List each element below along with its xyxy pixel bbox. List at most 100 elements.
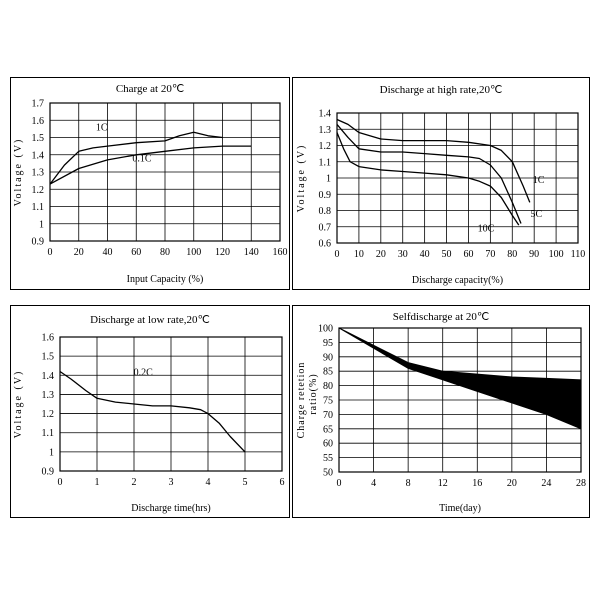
y-tick-label: 1.4 <box>42 371 55 382</box>
y-tick-label: 60 <box>323 439 333 450</box>
x-tick-label: 20 <box>376 249 386 260</box>
x-tick-label: 30 <box>398 249 408 260</box>
chart-title: Charge at 20℃ <box>116 83 184 95</box>
y-tick-label: 0.9 <box>42 467 55 478</box>
x-tick-label: 140 <box>244 247 259 258</box>
curve-label: 0.1C <box>132 154 152 165</box>
y-axis-label: Charge retetion <box>296 362 307 439</box>
x-tick-label: 4 <box>206 477 211 488</box>
x-tick-label: 0 <box>58 477 63 488</box>
x-tick-label: 50 <box>442 249 452 260</box>
y-tick-label: 1.3 <box>319 125 332 136</box>
x-axis-label: Time(day) <box>439 503 481 514</box>
y-tick-label: 1.4 <box>319 109 332 120</box>
selfdischarge-band <box>338 327 582 430</box>
y-tick-label: 50 <box>323 468 333 479</box>
series-line-5c <box>336 123 522 224</box>
chart-title: Selfdischarge at 20℃ <box>393 311 489 323</box>
plot-frame <box>49 102 281 242</box>
x-tick-label: 100 <box>549 249 564 260</box>
chart-panel-charge <box>10 77 290 290</box>
x-tick-label: 12 <box>438 478 448 489</box>
y-tick-label: 1.4 <box>32 150 45 161</box>
x-tick-label: 2 <box>132 477 137 488</box>
y-tick-label: 1.5 <box>32 133 45 144</box>
x-tick-label: 60 <box>463 249 473 260</box>
x-tick-label: 4 <box>371 478 376 489</box>
y-axis-label-line2: ratio(%) <box>308 373 319 414</box>
y-tick-label: 1.5 <box>42 352 55 363</box>
x-tick-label: 90 <box>529 249 539 260</box>
curve-label: 5C <box>531 209 543 220</box>
x-tick-label: 6 <box>280 477 285 488</box>
y-tick-label: 0.9 <box>32 237 45 248</box>
y-tick-label: 80 <box>323 381 333 392</box>
y-tick-label: 90 <box>323 352 333 363</box>
curve-label: 1C <box>96 123 108 134</box>
plot-frame <box>59 336 283 472</box>
y-tick-label: 1.2 <box>42 409 55 420</box>
y-tick-label: 1.3 <box>42 390 55 401</box>
series-line-0-1c <box>49 145 252 185</box>
x-tick-label: 80 <box>160 247 170 258</box>
x-tick-label: 1 <box>95 477 100 488</box>
y-axis-label: Voltage (V) <box>13 370 24 439</box>
x-tick-label: 120 <box>215 247 230 258</box>
x-tick-label: 5 <box>243 477 248 488</box>
x-tick-label: 28 <box>576 478 586 489</box>
series-line-1c <box>49 131 223 185</box>
x-tick-label: 3 <box>169 477 174 488</box>
y-tick-label: 1.3 <box>32 168 45 179</box>
y-tick-label: 95 <box>323 338 333 349</box>
x-tick-label: 160 <box>273 247 288 258</box>
plot-frame <box>336 112 579 244</box>
y-tick-label: 1 <box>49 447 54 458</box>
x-axis-label: Discharge capacity(%) <box>412 275 503 286</box>
y-tick-label: 1.2 <box>32 185 45 196</box>
y-tick-label: 1.1 <box>32 202 45 213</box>
x-tick-label: 110 <box>571 249 586 260</box>
y-axis-label: Voltage (V) <box>13 138 24 207</box>
x-tick-label: 8 <box>406 478 411 489</box>
y-tick-label: 0.7 <box>319 222 332 233</box>
x-axis-label: Discharge time(hrs) <box>131 503 211 514</box>
chart-title: Discharge at high rate,20℃ <box>380 84 503 96</box>
y-tick-label: 55 <box>323 453 333 464</box>
curve-label: 1C <box>533 175 545 186</box>
series-line-10c <box>336 132 520 226</box>
chart-panel-discharge-low-rate <box>10 305 290 518</box>
chart-title: Discharge at low rate,20℃ <box>90 314 210 326</box>
y-tick-label: 0.8 <box>319 206 332 217</box>
y-axis-label: Voltage (V) <box>296 144 307 213</box>
y-tick-label: 0.9 <box>319 190 332 201</box>
x-tick-label: 40 <box>420 249 430 260</box>
y-tick-label: 85 <box>323 367 333 378</box>
y-tick-label: 65 <box>323 424 333 435</box>
series-line-0-2c <box>59 370 246 453</box>
x-tick-label: 0 <box>337 478 342 489</box>
y-tick-label: 1.2 <box>319 141 332 152</box>
y-tick-label: 100 <box>318 324 333 335</box>
x-tick-label: 16 <box>472 478 482 489</box>
x-tick-label: 24 <box>541 478 551 489</box>
y-tick-label: 1 <box>39 219 44 230</box>
x-tick-label: 0 <box>335 249 340 260</box>
x-tick-label: 20 <box>74 247 84 258</box>
x-tick-label: 40 <box>103 247 113 258</box>
y-tick-label: 0.6 <box>319 239 332 250</box>
x-tick-label: 10 <box>354 249 364 260</box>
x-tick-label: 20 <box>507 478 517 489</box>
x-axis-label: Input Capacity (%) <box>127 274 204 285</box>
y-tick-label: 70 <box>323 410 333 421</box>
y-tick-label: 1.6 <box>32 116 45 127</box>
y-tick-label: 1.6 <box>42 333 55 344</box>
y-tick-label: 1 <box>326 174 331 185</box>
y-tick-label: 75 <box>323 396 333 407</box>
x-tick-label: 0 <box>48 247 53 258</box>
x-tick-label: 60 <box>131 247 141 258</box>
curve-label: 10C <box>478 224 495 235</box>
x-tick-label: 80 <box>507 249 517 260</box>
y-tick-label: 1.7 <box>32 99 45 110</box>
y-tick-label: 1.1 <box>319 157 332 168</box>
